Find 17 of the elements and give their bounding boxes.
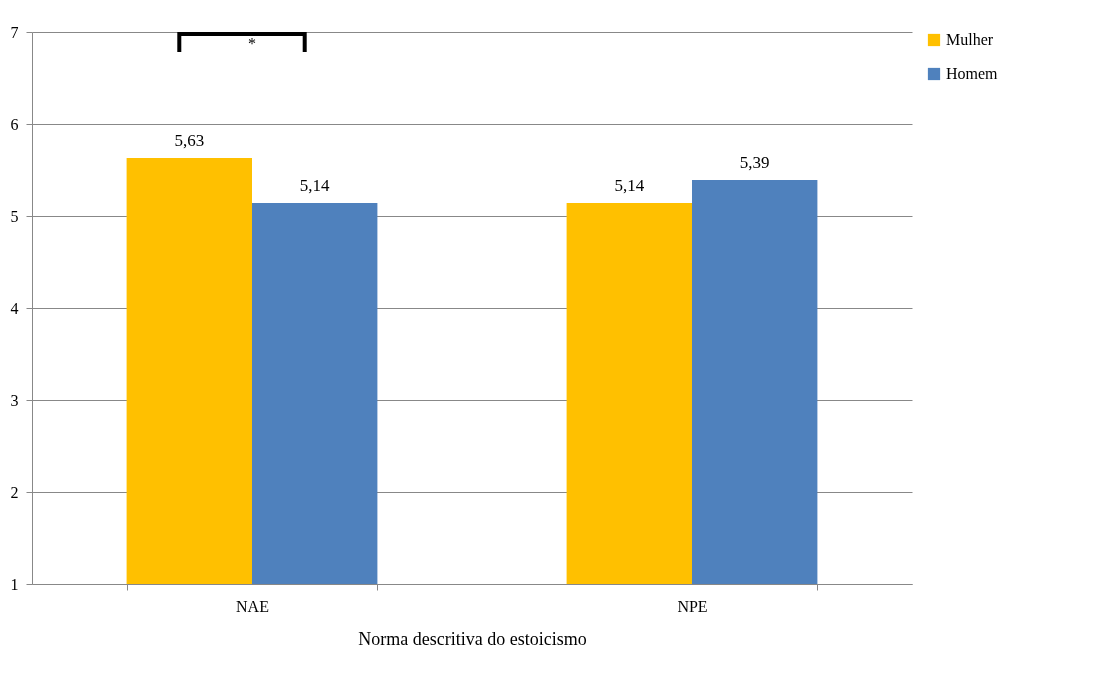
legend-label: Mulher bbox=[946, 31, 994, 48]
data-label: 5,14 bbox=[614, 176, 645, 196]
data-label: 5,63 bbox=[174, 131, 205, 151]
y-tick-label: 3 bbox=[10, 391, 19, 409]
y-tick-label: 4 bbox=[10, 299, 19, 317]
y-tick-label: 2 bbox=[10, 483, 19, 501]
annotation: * bbox=[248, 35, 256, 52]
y-tick-label: 6 bbox=[10, 115, 19, 133]
x-axis-title: Norma descritiva do estoicismo bbox=[358, 628, 587, 649]
y-tick-label: 1 bbox=[10, 575, 19, 593]
legend-label: Homem bbox=[946, 65, 999, 82]
data-label: 5,14 bbox=[299, 176, 331, 196]
data-label: 5,39 bbox=[739, 153, 770, 173]
y-tick-label: 5 bbox=[10, 207, 19, 225]
y-tick-label: 7 bbox=[10, 23, 19, 41]
x-tick-label: NAE bbox=[236, 597, 269, 615]
x-tick-label: NPE bbox=[677, 597, 708, 615]
